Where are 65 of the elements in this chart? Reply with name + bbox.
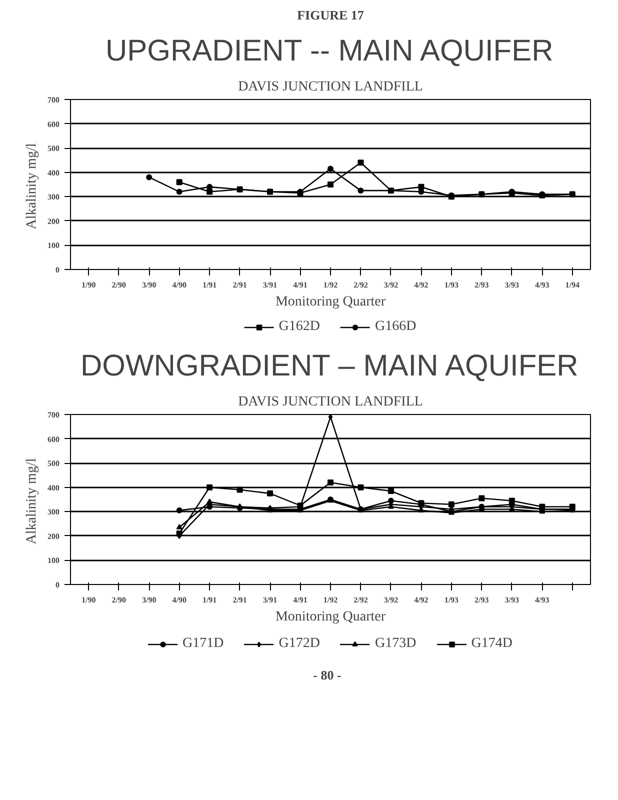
x-tick-label: 3/92 bbox=[384, 280, 398, 290]
y-tick-label: 300 bbox=[48, 508, 60, 517]
x-tick-label: 4/92 bbox=[414, 596, 428, 604]
x-tick-label: 2/91 bbox=[232, 280, 247, 290]
x-tick-label: 1/91 bbox=[202, 596, 217, 604]
x-tick-label: 2/90 bbox=[112, 280, 126, 290]
x-tick-label: 2/91 bbox=[232, 596, 247, 604]
x-tick-label: 1/93 bbox=[444, 280, 459, 290]
x-tick-label: 4/90 bbox=[172, 280, 186, 290]
chart-subtitle: DAVIS JUNCTION LANDFILL bbox=[238, 80, 423, 94]
chart-subtitle: DAVIS JUNCTION LANDFILL bbox=[238, 394, 423, 410]
legend-label: G166D bbox=[375, 319, 416, 335]
y-tick-label: 400 bbox=[48, 168, 60, 178]
x-tick-label: 3/91 bbox=[262, 280, 278, 290]
legend-label: G172D bbox=[278, 636, 320, 652]
y-tick-label: 0 bbox=[56, 580, 60, 590]
y-tick-label: 100 bbox=[48, 556, 60, 566]
x-tick-label: 3/90 bbox=[142, 280, 156, 290]
x-tick-label: 1/94 bbox=[565, 280, 580, 290]
x-tick-label: 3/93 bbox=[504, 596, 520, 604]
y-tick-label: 100 bbox=[48, 241, 60, 250]
y-tick-label: 500 bbox=[48, 144, 60, 154]
legend-label: G171D bbox=[182, 636, 224, 652]
x-tick-label: 1/93 bbox=[444, 596, 459, 604]
x-tick-label: 4/93 bbox=[535, 280, 550, 290]
chart-title: DOWNGRADIENT – MAIN AQUIFER bbox=[80, 350, 578, 382]
x-tick-label: 1/92 bbox=[323, 280, 338, 290]
x-tick-label: 4/91 bbox=[293, 596, 308, 604]
y-tick-label: 500 bbox=[48, 459, 60, 468]
y-tick-label: 700 bbox=[48, 96, 60, 104]
y-tick-label: 0 bbox=[56, 266, 60, 274]
chart-title: UPGRADIENT -- MAIN AQUIFER bbox=[105, 34, 554, 68]
x-tick-label: 3/93 bbox=[504, 280, 520, 290]
y-tick-label: 400 bbox=[48, 483, 60, 492]
x-tick-label: 3/92 bbox=[384, 596, 398, 604]
x-tick-label: 4/93 bbox=[535, 596, 550, 604]
y-axis-title: Alkalinity mg/l bbox=[24, 143, 40, 230]
x-axis-title: Monitoring Quarter bbox=[275, 610, 386, 624]
y-axis-title: Alkalinity mg/l bbox=[24, 458, 40, 544]
x-tick-label: 1/90 bbox=[82, 280, 96, 290]
x-tick-label: 4/92 bbox=[414, 280, 428, 290]
x-tick-label: 1/91 bbox=[202, 280, 217, 290]
legend-label: G174D bbox=[471, 636, 512, 652]
x-tick-label: 4/91 bbox=[293, 280, 308, 290]
x-tick-label: 3/91 bbox=[262, 596, 278, 604]
y-tick-label: 200 bbox=[48, 216, 60, 226]
y-tick-label: 300 bbox=[48, 192, 60, 202]
y-tick-label: 200 bbox=[48, 532, 60, 541]
x-tick-label: 2/93 bbox=[474, 280, 489, 290]
text: - 80 - bbox=[313, 668, 342, 682]
x-tick-label: 4/90 bbox=[172, 596, 186, 604]
x-tick-label: 2/90 bbox=[112, 596, 126, 604]
caption: FIGURE 17 bbox=[297, 8, 364, 22]
x-tick-label: 1/92 bbox=[323, 596, 338, 604]
x-axis-title: Monitoring Quarter bbox=[275, 294, 386, 310]
x-tick-label: 2/93 bbox=[474, 596, 489, 604]
legend-label: G173D bbox=[375, 636, 416, 652]
x-tick-label: 2/92 bbox=[354, 280, 368, 290]
x-tick-label: 2/92 bbox=[354, 596, 368, 604]
y-tick-label: 700 bbox=[48, 410, 60, 420]
y-tick-label: 600 bbox=[48, 120, 60, 129]
x-tick-label: 3/90 bbox=[142, 596, 156, 604]
legend-label: G162D bbox=[278, 319, 320, 335]
x-tick-label: 1/90 bbox=[82, 596, 96, 604]
y-tick-label: 600 bbox=[48, 434, 60, 444]
